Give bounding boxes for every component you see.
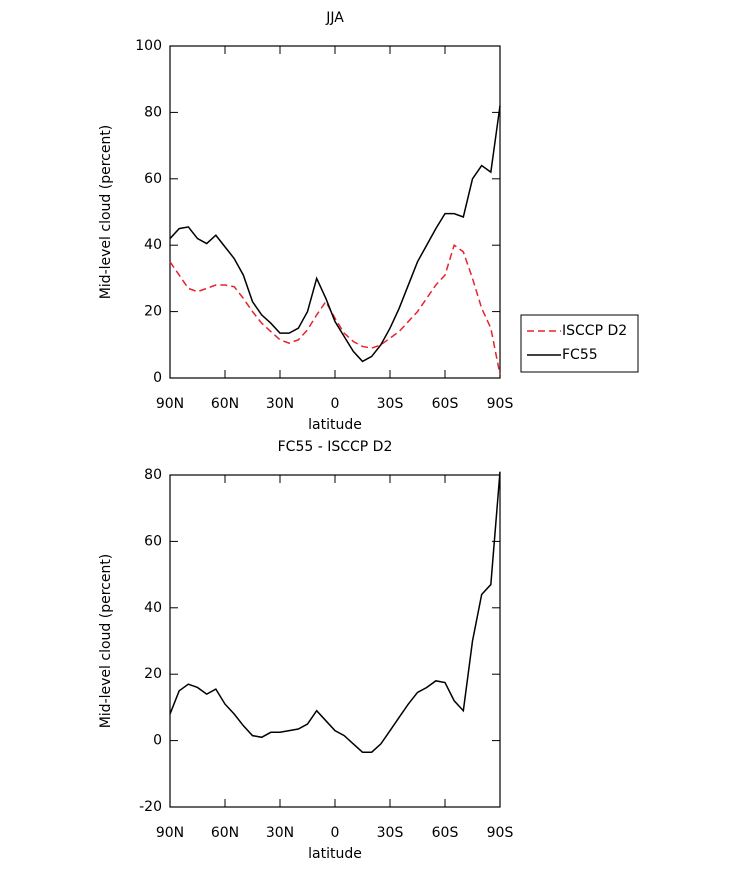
data-line bbox=[169, 471, 501, 753]
data-line bbox=[169, 105, 501, 363]
y-tick-label: 0 bbox=[153, 733, 162, 749]
x-tick-label: 90S bbox=[487, 396, 514, 412]
y-axis-label: Mid-level cloud (percent) bbox=[98, 125, 114, 300]
data-line bbox=[169, 243, 501, 375]
y-tick-label: 40 bbox=[144, 600, 162, 616]
legend-label: FC55 bbox=[562, 347, 598, 363]
x-tick-label: 30S bbox=[377, 396, 404, 412]
x-tick-label: 0 bbox=[331, 825, 340, 841]
x-tick-label: 30S bbox=[377, 825, 404, 841]
y-tick-label: 60 bbox=[144, 533, 162, 549]
x-tick-label: 60N bbox=[211, 825, 239, 841]
y-tick-label: 0 bbox=[153, 370, 162, 386]
y-tick-label: 60 bbox=[144, 171, 162, 187]
y-tick-label: 80 bbox=[144, 104, 162, 120]
y-tick-label: 20 bbox=[144, 304, 162, 320]
y-tick-label: -20 bbox=[139, 799, 162, 815]
x-tick-label: 60S bbox=[432, 825, 459, 841]
y-tick-label: 80 bbox=[144, 467, 162, 483]
plot-frame bbox=[169, 45, 501, 379]
y-tick-label: 40 bbox=[144, 237, 162, 253]
legend-label: ISCCP D2 bbox=[562, 323, 627, 339]
legend-box bbox=[520, 314, 639, 373]
x-tick-label: 60N bbox=[211, 396, 239, 412]
x-tick-label: 90N bbox=[156, 396, 184, 412]
x-tick-label: 60S bbox=[432, 396, 459, 412]
chart-title: JJA bbox=[325, 10, 344, 26]
x-tick-label: 0 bbox=[331, 396, 340, 412]
x-tick-label: 90N bbox=[156, 825, 184, 841]
chart-title: FC55 - ISCCP D2 bbox=[278, 439, 393, 455]
x-tick-label: 30N bbox=[266, 825, 294, 841]
plot-frame bbox=[169, 474, 501, 808]
y-axis-label: Mid-level cloud (percent) bbox=[98, 554, 114, 729]
y-tick-label: 20 bbox=[144, 666, 162, 682]
y-tick-label: 100 bbox=[135, 38, 162, 54]
x-tick-label: 90S bbox=[487, 825, 514, 841]
x-axis-label: latitude bbox=[308, 846, 362, 862]
x-tick-label: 30N bbox=[266, 396, 294, 412]
x-axis-label: latitude bbox=[308, 417, 362, 433]
